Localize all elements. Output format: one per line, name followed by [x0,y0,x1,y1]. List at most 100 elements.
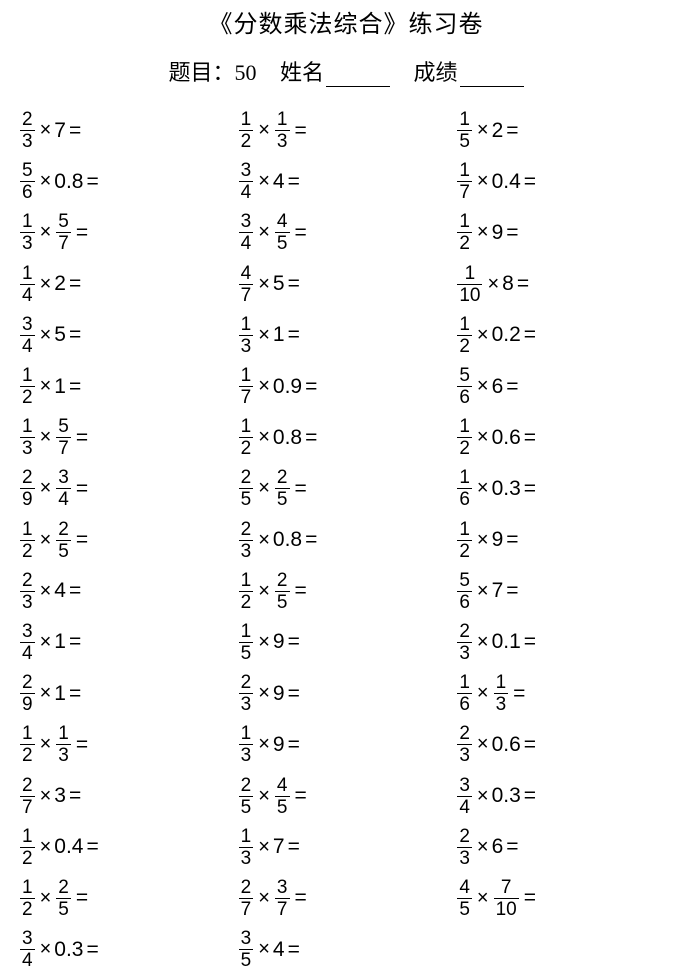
number: 0.6 [492,426,521,450]
fraction: 34 [56,468,71,509]
page-subtitle: 题目：50 姓名 成绩 [18,55,674,87]
number: 4 [54,579,66,603]
number: 1 [54,375,66,399]
number: 2 [54,272,66,296]
fraction-denominator: 5 [457,130,472,151]
multiply-operator: × [258,785,270,808]
fraction-numerator: 1 [20,724,35,744]
equals-sign: = [288,272,300,296]
multiply-operator: × [258,273,270,296]
number: 4 [273,938,285,962]
fraction-denominator: 6 [20,181,35,202]
multiply-operator: × [477,221,489,244]
multiply-operator: × [40,170,52,193]
problem: 56×0.8= [18,156,237,207]
problem: 17×0.9= [237,361,456,412]
fraction: 12 [20,520,35,561]
multiply-operator: × [258,580,270,603]
problem: 34×1= [18,617,237,668]
fraction-denominator: 5 [275,232,290,253]
multiply-operator: × [40,785,52,808]
problem: 29×1= [18,668,237,719]
fraction-numerator: 4 [275,212,290,232]
fraction: 45 [275,212,290,253]
question-count-label: 题目： [168,60,234,85]
multiply-operator: × [258,170,270,193]
problem: 23×0.6= [455,719,674,770]
equals-sign: = [506,119,518,143]
fraction: 13 [20,212,35,253]
fraction-denominator: 7 [239,386,254,407]
problem: 13×1= [237,310,456,361]
equals-sign: = [524,784,536,808]
multiply-operator: × [258,887,270,910]
equals-sign: = [288,938,300,962]
fraction-denominator: 2 [239,591,254,612]
multiply-operator: × [40,273,52,296]
problem: 12×0.6= [455,412,674,463]
equals-sign: = [506,375,518,399]
multiply-operator: × [477,529,489,552]
fraction: 25 [56,520,71,561]
equals-sign: = [524,630,536,654]
problem: 16×13= [455,668,674,719]
equals-sign: = [506,579,518,603]
multiply-operator: × [40,887,52,910]
fraction-numerator: 5 [457,366,472,386]
multiply-operator: × [477,887,489,910]
fraction: 110 [457,264,482,305]
problem: 23×0.1= [455,617,674,668]
problem: 15×2= [455,105,674,156]
equals-sign: = [69,579,81,603]
fraction-denominator: 5 [239,796,254,817]
equals-sign: = [288,323,300,347]
multiply-operator: × [258,836,270,859]
fraction-numerator: 1 [457,315,472,335]
problem-column: 23×7=56×0.8=13×57=14×2=34×5=12×1=13×57=2… [18,105,237,975]
fraction-denominator: 3 [239,744,254,765]
number: 0.3 [54,938,83,962]
equals-sign: = [524,170,536,194]
number: 0.9 [273,375,302,399]
name-blank[interactable] [326,69,390,87]
name-label: 姓名 [280,60,324,85]
multiply-operator: × [258,938,270,961]
fraction: 27 [239,878,254,919]
fraction-denominator: 7 [457,181,472,202]
fraction: 34 [239,161,254,202]
fraction-denominator: 7 [239,284,254,305]
fraction: 23 [457,724,472,765]
fraction: 13 [239,724,254,765]
fraction: 13 [20,417,35,458]
equals-sign: = [288,835,300,859]
equals-sign: = [295,119,307,143]
problem-column: 15×2=17×0.4=12×9=110×8=12×0.2=56×6=12×0.… [455,105,674,975]
fraction-numerator: 4 [457,878,472,898]
fraction-numerator: 2 [239,878,254,898]
fraction-denominator: 4 [239,232,254,253]
fraction-numerator: 4 [239,264,254,284]
score-blank[interactable] [460,69,524,87]
fraction-denominator: 3 [20,232,35,253]
equals-sign: = [76,886,88,910]
fraction-numerator: 1 [239,622,254,642]
fraction-numerator: 2 [20,776,35,796]
fraction: 12 [20,724,35,765]
problem: 16×0.3= [455,463,674,514]
fraction: 16 [457,673,472,714]
fraction-numerator: 2 [239,468,254,488]
number: 5 [273,272,285,296]
problem: 23×6= [455,822,674,873]
problem: 17×0.4= [455,156,674,207]
question-count-value: 50 [234,60,256,85]
problem: 13×57= [18,207,237,258]
fraction: 23 [20,571,35,612]
fraction-numerator: 1 [457,520,472,540]
fraction-numerator: 5 [56,212,71,232]
fraction-denominator: 4 [20,284,35,305]
problem: 12×13= [18,719,237,770]
fraction-denominator: 7 [56,437,71,458]
equals-sign: = [288,733,300,757]
fraction-numerator: 2 [457,622,472,642]
fraction-denominator: 2 [239,130,254,151]
